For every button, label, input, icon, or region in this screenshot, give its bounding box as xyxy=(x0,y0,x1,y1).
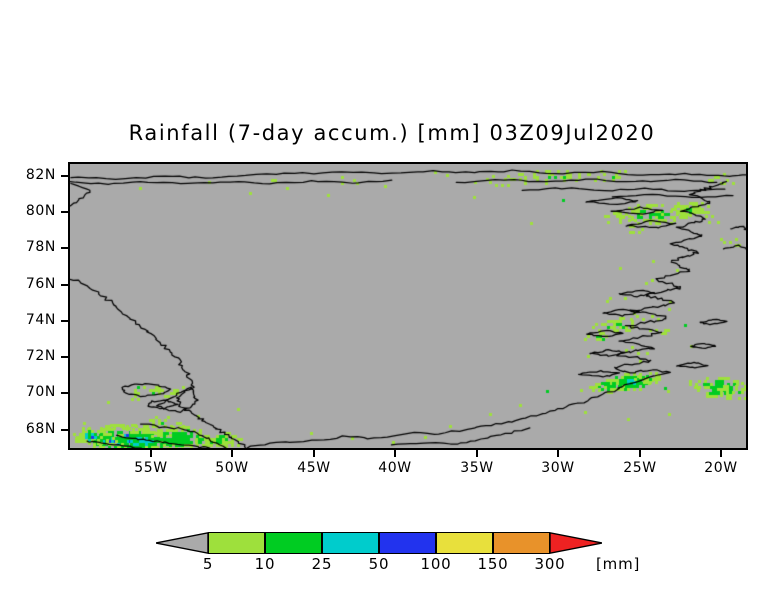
x-axis-tick-mark xyxy=(639,450,641,457)
x-axis-tick-mark xyxy=(394,450,396,457)
x-axis-tick-mark xyxy=(231,450,233,457)
colorbar-tick-300: 300 xyxy=(534,555,566,573)
y-axis-tick-label-80n: 80N xyxy=(25,203,56,219)
y-axis-tick-mark xyxy=(61,247,68,249)
y-axis-tick-mark xyxy=(61,392,68,394)
colorbar-over-arrow-icon xyxy=(550,532,602,554)
y-axis-tick-label-70n: 70N xyxy=(25,384,56,400)
colorbar-segment-100-150 xyxy=(436,532,493,554)
y-axis-tick-mark xyxy=(61,320,68,322)
colorbar-unit-label: [mm] xyxy=(596,555,641,573)
colorbar-segment-25-50 xyxy=(322,532,379,554)
x-axis-tick-label-45w: 45W xyxy=(297,460,331,476)
x-axis-tick-label-20w: 20W xyxy=(704,460,738,476)
map-panel xyxy=(68,162,748,450)
y-axis-tick-label-74n: 74N xyxy=(25,312,56,328)
x-axis-tick-label-40w: 40W xyxy=(378,460,412,476)
y-axis-tick-mark xyxy=(61,356,68,358)
colorbar-segments xyxy=(156,532,602,554)
y-axis-tick-label-76n: 76N xyxy=(25,276,56,292)
x-axis-tick-label-50w: 50W xyxy=(215,460,249,476)
colorbar-segment-10-25 xyxy=(265,532,322,554)
x-axis-tick-label-55w: 55W xyxy=(134,460,168,476)
colorbar-under-arrow-icon xyxy=(156,532,208,554)
y-axis-tick-label-78n: 78N xyxy=(25,239,56,255)
colorbar-segment-50-100 xyxy=(379,532,436,554)
x-axis-tick-mark xyxy=(557,450,559,457)
rainfall-map-canvas xyxy=(70,164,746,448)
x-axis-tick-label-25w: 25W xyxy=(623,460,657,476)
colorbar-segment-150-300 xyxy=(493,532,550,554)
colorbar-tick-10: 10 xyxy=(254,555,276,573)
page-title: Rainfall (7-day accum.) [mm] 03Z09Jul202… xyxy=(128,121,656,145)
colorbar-tick-50: 50 xyxy=(368,555,390,573)
colorbar-tick-150: 150 xyxy=(477,555,509,573)
x-axis-tick-mark xyxy=(150,450,152,457)
y-axis-tick-mark xyxy=(61,284,68,286)
colorbar-tick-labels: 5 10 25 50 100 150 300 xyxy=(0,555,784,577)
colorbar-tick-100: 100 xyxy=(420,555,452,573)
x-axis-tick-mark xyxy=(476,450,478,457)
y-axis-tick-label-72n: 72N xyxy=(25,348,56,364)
colorbar-tick-25: 25 xyxy=(311,555,333,573)
x-axis-tick-label-30w: 30W xyxy=(541,460,575,476)
x-axis-tick-label-35w: 35W xyxy=(460,460,494,476)
y-axis-tick-mark xyxy=(61,429,68,431)
y-axis-tick-mark xyxy=(61,211,68,213)
y-axis-tick-label-68n: 68N xyxy=(25,421,56,437)
y-axis-tick-mark xyxy=(61,175,68,177)
colorbar: 5 10 25 50 100 150 300 [mm] xyxy=(0,525,784,585)
colorbar-tick-5: 5 xyxy=(202,555,214,573)
x-axis-tick-mark xyxy=(313,450,315,457)
x-axis-tick-mark xyxy=(720,450,722,457)
colorbar-segment-5-10 xyxy=(208,532,265,554)
y-axis-tick-label-82n: 82N xyxy=(25,167,56,183)
